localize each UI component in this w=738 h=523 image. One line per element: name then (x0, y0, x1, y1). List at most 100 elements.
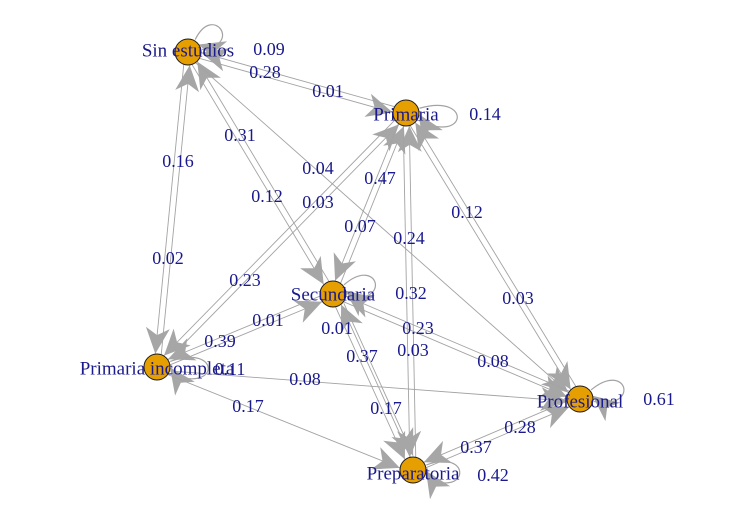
edge-weight-label: 0.08 (477, 351, 509, 371)
edge-weight-label: 0.17 (370, 398, 402, 418)
edge-line (201, 52, 395, 108)
edge-line (195, 62, 569, 393)
arrowhead (540, 387, 567, 411)
node-layer: Sin estudios Primaria Secundaria Primaria i… (80, 38, 624, 484)
edge-pin-to-pro (169, 370, 567, 411)
edge-line (425, 406, 570, 469)
edge-weight-label: 0.12 (451, 202, 483, 222)
node-circle (174, 38, 202, 66)
edge-line (402, 126, 411, 458)
arrowhead (538, 375, 567, 398)
node-pin: Primaria incompleta (80, 353, 235, 381)
edge-pin-to-sin (160, 65, 200, 355)
node-pro: Profesional (537, 385, 624, 413)
edge-weight-label: 0.16 (162, 151, 194, 171)
edge-weight-label: 0.31 (224, 125, 256, 145)
node-label: Profesional (537, 391, 624, 412)
edge-sin-to-pin (145, 64, 185, 354)
edge-line (160, 65, 191, 355)
edge-weight-label: 0.01 (312, 81, 344, 101)
edge-sec-to-pre (335, 306, 406, 460)
edge-pri-to-sec (333, 123, 399, 281)
edge-line (340, 304, 411, 458)
edge-line (408, 125, 417, 457)
arrowhead (333, 252, 356, 281)
node-sin: Sin estudios (142, 38, 234, 66)
edge-weight-label: 0.01 (252, 310, 284, 330)
node-circle (392, 99, 420, 127)
edge-weight-label: 0.17 (232, 396, 264, 416)
edge-weight-label: 0.14 (469, 104, 501, 124)
edge-layer (145, 24, 625, 500)
edge-line (335, 306, 406, 460)
arrowhead (364, 93, 393, 117)
edge-pin-to-pri (167, 124, 400, 361)
edge-weight-label: 0.23 (402, 318, 434, 338)
edge-line (154, 64, 185, 354)
edge-weight-label: 0.61 (643, 389, 675, 409)
arrowhead (164, 328, 191, 356)
arrowhead (300, 255, 324, 285)
node-circle (566, 385, 594, 413)
edge-line (169, 301, 323, 366)
arrowhead (293, 300, 323, 323)
arrowhead (540, 406, 570, 429)
arrowhead (340, 304, 363, 334)
edge-line (167, 295, 321, 360)
arrowhead (197, 61, 221, 91)
edge-weight-label: 0.01 (321, 318, 353, 338)
edge-sec-to-pro (343, 301, 568, 398)
edge-line (423, 400, 568, 463)
edge-line (343, 301, 568, 398)
arrowhead (372, 124, 399, 152)
edge-pri-to-pin (163, 119, 396, 356)
edge-sec-to-pin (167, 295, 321, 361)
edge-pro-to-pri (414, 122, 577, 387)
edge-weight-label: 0.12 (251, 186, 283, 206)
edge-weight-label: 0.32 (395, 283, 427, 303)
edge-sin-to-pro (195, 62, 569, 393)
node-label: Primaria (373, 104, 439, 125)
edge-weight-label: 0.42 (477, 465, 509, 485)
node-sec: Secundaria (291, 280, 376, 308)
edge-label-layer: 0.09 0.14 0.32 0.11 0.61 0.42 0.01 0.28 0.02 0.16… (152, 39, 675, 485)
arrowhead (592, 395, 621, 422)
edge-pro-to-pro (590, 379, 625, 422)
arrowhead (426, 470, 451, 500)
edge-weight-label: 0.03 (502, 288, 534, 308)
node-pre: Preparatoria (367, 456, 460, 484)
edge-weight-label: 0.37 (346, 346, 378, 366)
node-label: Preparatoria (367, 463, 460, 484)
edge-pro-to-sec (345, 295, 570, 392)
edge-line (345, 295, 570, 392)
edge-pro-to-pre (423, 400, 568, 463)
arrowhead (201, 48, 230, 72)
edge-line (409, 125, 572, 390)
arrowhead (383, 126, 406, 155)
node-circle (399, 456, 427, 484)
node-pri: Primaria (373, 99, 439, 127)
node-label: Sin estudios (142, 40, 234, 61)
edge-line (169, 370, 567, 402)
edge-weight-label: 0.47 (364, 168, 396, 188)
edge-sec-to-pre (343, 303, 414, 456)
edge-pri-to-pro (409, 125, 572, 390)
node-label: Primaria incompleta (80, 358, 235, 379)
node-circle (143, 353, 171, 381)
edge-line (343, 303, 414, 456)
arrowhead (546, 361, 571, 390)
edge-weight-label: 0.11 (215, 359, 246, 379)
edge-line (191, 64, 325, 285)
edge-weight-label: 0.09 (253, 39, 285, 59)
edge-sec-to-sin (196, 61, 330, 282)
edge-weight-label: 0.08 (289, 369, 321, 389)
edge-weight-label: 0.04 (302, 158, 334, 178)
edge-pre-to-pro (425, 406, 570, 469)
node-circle (319, 280, 347, 308)
edge-pre-to-sec (340, 304, 411, 458)
edge-sec-to-pri (340, 126, 406, 284)
edge-sin-to-pri (199, 57, 393, 117)
arrowhead (391, 427, 414, 456)
edge-line (414, 122, 577, 387)
